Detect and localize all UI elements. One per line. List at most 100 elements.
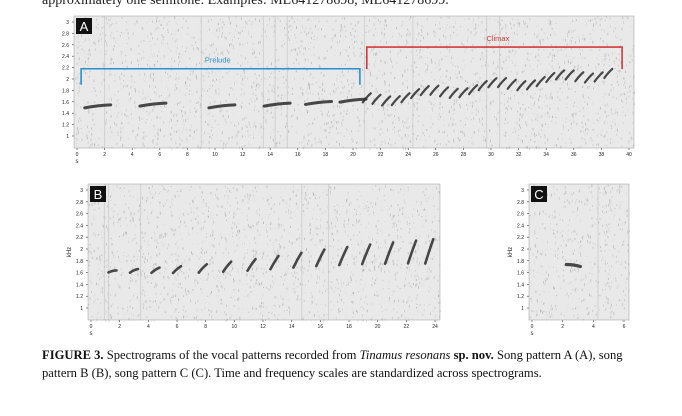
- prelude-note: [304, 99, 333, 106]
- caption-text-1: Spectrograms of the vocal patterns recor…: [103, 348, 360, 362]
- climax-note: [410, 88, 421, 100]
- spectrogram-noise: [529, 184, 630, 323]
- x-tick-label: 14: [289, 324, 295, 330]
- x-axis-label: s: [531, 331, 534, 337]
- y-tick-label: 2.4: [62, 54, 69, 60]
- x-tick-label: 18: [323, 152, 329, 158]
- y-tick-label: 2.8: [517, 200, 524, 206]
- climax-note: [564, 69, 575, 81]
- pattern-b-note: [171, 264, 183, 275]
- x-tick-label: 22: [378, 152, 384, 158]
- spectrogram-panel-a: A32.82.62.42.221.81.61.41.21kHz024681012…: [60, 12, 640, 172]
- panel-letter: B: [94, 187, 103, 202]
- sp-nov-label: sp. nov.: [450, 348, 494, 362]
- x-tick-label: 2: [118, 324, 121, 330]
- y-tick-label: 2.4: [517, 223, 524, 229]
- x-axis-label: s: [90, 331, 93, 337]
- spectrogram-border: [528, 183, 630, 321]
- pattern-b-note: [406, 239, 418, 265]
- climax-note: [545, 71, 556, 84]
- x-tick-label: 10: [232, 324, 238, 330]
- y-tick-label: 1.8: [517, 259, 524, 265]
- figure-label: FIGURE 3.: [42, 348, 104, 362]
- x-tick-label: 20: [350, 152, 356, 158]
- spectrogram-a-svg: A32.82.62.42.221.81.61.41.21kHz024681012…: [62, 15, 635, 165]
- pattern-b-note: [360, 243, 372, 266]
- climax-bracket: [366, 46, 623, 70]
- panel-letter-badge: [531, 186, 547, 202]
- x-tick-label: 6: [158, 152, 161, 158]
- x-tick-label: 40: [626, 152, 632, 158]
- climax-note: [390, 95, 401, 107]
- prelude-bracket: [80, 67, 361, 85]
- x-tick-label: 10: [212, 152, 218, 158]
- y-tick-label: 2.6: [76, 212, 83, 218]
- prelude-label: Prelude: [205, 56, 231, 65]
- y-tick-label: 3: [66, 20, 69, 26]
- y-tick-label: 1: [80, 306, 83, 312]
- x-tick-label: 6: [623, 324, 626, 330]
- x-tick-label: 24: [432, 324, 438, 330]
- y-tick-label: 1.4: [76, 282, 83, 288]
- y-tick-label: 2.8: [62, 31, 69, 37]
- climax-note: [535, 75, 546, 88]
- x-tick-label: 8: [204, 324, 207, 330]
- y-tick-label: 2.2: [62, 66, 69, 72]
- x-tick-label: 16: [318, 324, 324, 330]
- x-tick-label: 32: [516, 152, 522, 158]
- climax-note: [593, 71, 604, 83]
- x-tick-label: 8: [186, 152, 189, 158]
- x-tick-label: 12: [260, 324, 266, 330]
- climax-note: [496, 76, 508, 89]
- x-tick-label: 34: [543, 152, 549, 158]
- spectrogram-panel-c: C 3 2.8 2.6 2.4 2.2 2 1.8 1.6 1.4 1.2 1 kHz 0 2 4 6 s: [505, 180, 635, 340]
- y-tick-label: 2.6: [517, 212, 524, 218]
- spectrogram-background: [529, 184, 629, 320]
- x-tick-label: 14: [267, 152, 273, 158]
- figure-caption: FIGURE 3. Spectrograms of the vocal patt…: [42, 346, 652, 382]
- caption-text-2: Song pattern A (A), song pattern B (B), …: [42, 348, 623, 380]
- climax-note: [438, 86, 450, 98]
- x-tick-label: 20: [375, 324, 381, 330]
- climax-note: [458, 87, 469, 99]
- pattern-b-note: [337, 245, 349, 267]
- y-tick-label: 1.2: [517, 294, 524, 300]
- climax-note: [371, 93, 382, 105]
- x-tick-label: 4: [147, 324, 150, 330]
- climax-note: [400, 92, 411, 104]
- x-tick-label: 26: [433, 152, 439, 158]
- y-tick-label: 2.6: [62, 43, 69, 49]
- panel-letter: C: [534, 187, 543, 202]
- pattern-b-note: [423, 237, 435, 265]
- x-tick-label: 4: [131, 152, 134, 158]
- y-tick-label: 2: [66, 77, 69, 83]
- prelude-note: [138, 101, 168, 108]
- y-tick-label: 2.8: [76, 200, 83, 206]
- spectrogram-c-svg: C 3 2.8 2.6 2.4 2.2 2 1.8 1.6 1.4 1.2 1 kHz 0 2 4 6 s: [508, 183, 630, 337]
- climax-note: [477, 79, 488, 92]
- prelude-note: [83, 103, 113, 110]
- pattern-b-note: [107, 269, 118, 274]
- pattern-b-note: [246, 257, 257, 273]
- climax-note: [419, 85, 430, 97]
- climax-note: [574, 71, 585, 83]
- y-tick-label: 2.2: [76, 235, 83, 241]
- pattern-b-note: [315, 248, 326, 268]
- pattern-c-note: [564, 262, 582, 269]
- spectrogram-panel-b: B 3 2.8 2.6 2.4 2.2 2 1.8 1.6 1.4 1.2 1 kHz 0 2 4 6 8 10 12…: [60, 180, 450, 340]
- y-tick-label: 1.8: [76, 259, 83, 265]
- x-tick-label: 22: [404, 324, 410, 330]
- pattern-b-note: [128, 267, 140, 274]
- y-tick-label: 1.6: [62, 100, 69, 106]
- spectrogram-background: [74, 16, 634, 148]
- climax-note: [487, 77, 498, 89]
- y-tick-label: 1.2: [62, 123, 69, 129]
- panel-letter-badge: [90, 186, 106, 202]
- x-tick-label: 0: [76, 152, 79, 158]
- x-tick-label: 2: [103, 152, 106, 158]
- y-tick-label: 2.2: [517, 235, 524, 241]
- climax-note: [525, 79, 537, 91]
- climax-note: [429, 84, 440, 96]
- pattern-b-note: [221, 260, 233, 273]
